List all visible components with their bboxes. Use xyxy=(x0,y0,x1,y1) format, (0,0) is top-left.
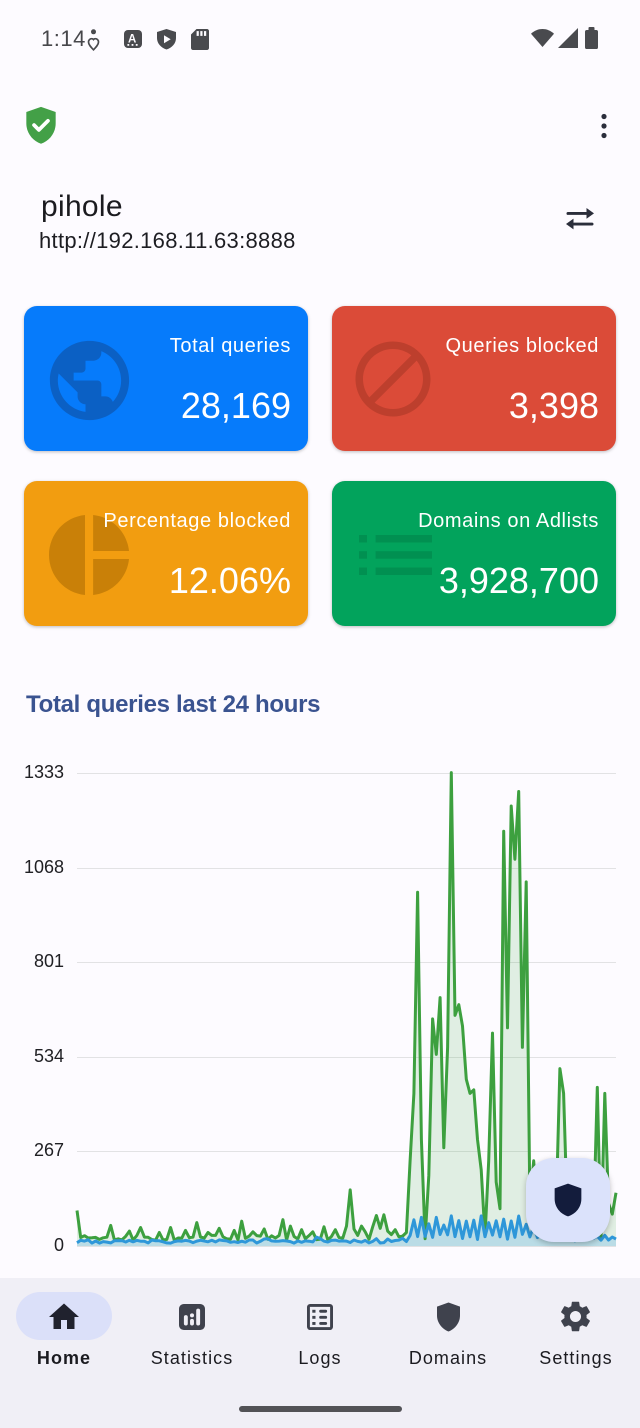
svg-text:A: A xyxy=(128,34,136,46)
